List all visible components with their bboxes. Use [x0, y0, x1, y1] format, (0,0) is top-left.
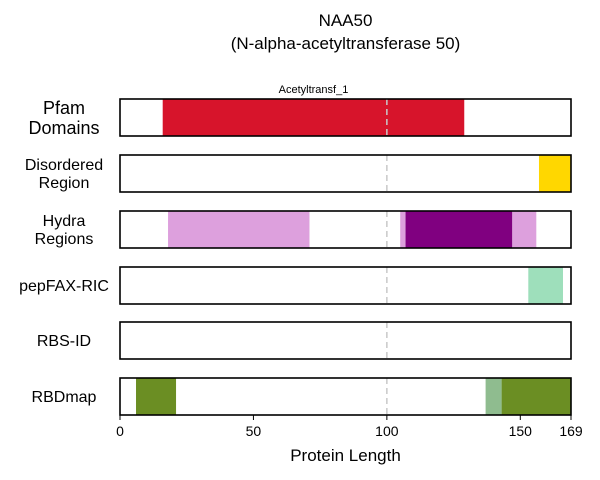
track-frame [119, 210, 572, 249]
track-label: pepFAX-RIC [19, 278, 109, 295]
x-tick-label: 50 [246, 423, 262, 439]
segment-label: Acetyltransf_1 [279, 84, 349, 96]
track-frame [119, 266, 572, 305]
track-label: Domains [28, 118, 99, 138]
track-frame [119, 154, 572, 193]
track-frame [119, 98, 572, 137]
track-label: Regions [35, 231, 94, 248]
track-segment [485, 378, 502, 415]
track-label: RBS-ID [37, 333, 91, 350]
track-frame [119, 377, 572, 416]
x-tick-label: 0 [116, 423, 124, 439]
track-segment [168, 211, 310, 248]
track-segment [162, 99, 465, 136]
track-segment [538, 155, 571, 192]
track-frame [119, 321, 572, 360]
track-segment [512, 211, 537, 248]
track-label: Hydra [43, 213, 86, 230]
track-label: Disordered [25, 157, 103, 174]
track-label: Pfam [43, 98, 85, 118]
x-tick-label: 100 [375, 423, 399, 439]
x-axis-label: Protein Length [290, 446, 401, 465]
chart-subtitle: (N-alpha-acetyltransferase 50) [230, 34, 461, 53]
track-label: Region [39, 175, 90, 192]
track-segment [400, 211, 406, 248]
track-segment [405, 211, 513, 248]
track-segment [501, 378, 571, 415]
x-tick-label: 169 [559, 423, 583, 439]
track-label: RBDmap [32, 389, 97, 406]
chart-title: NAA50 [318, 11, 373, 30]
x-tick-label: 150 [509, 423, 533, 439]
track-segment [528, 267, 563, 304]
track-segment [136, 378, 177, 415]
